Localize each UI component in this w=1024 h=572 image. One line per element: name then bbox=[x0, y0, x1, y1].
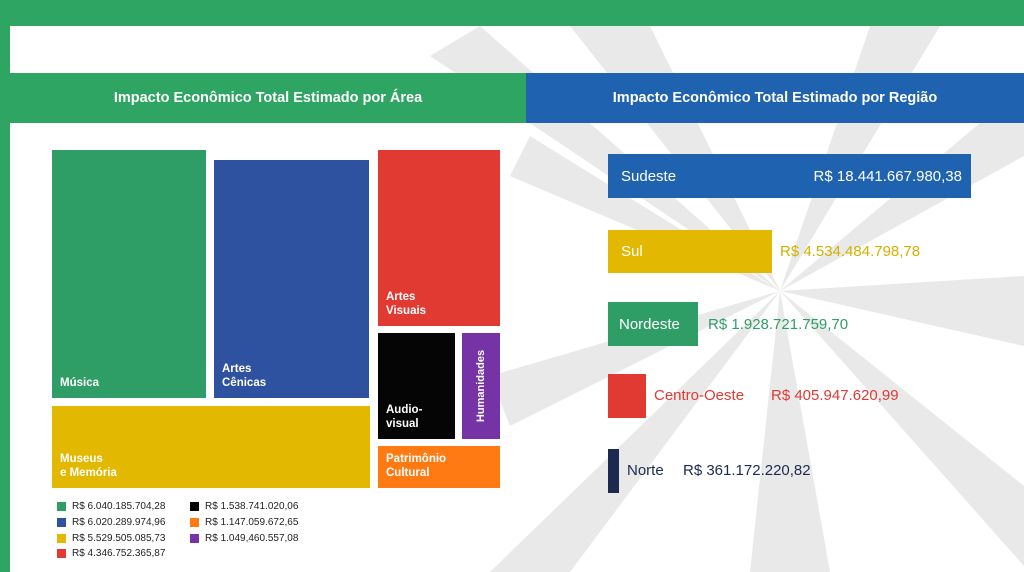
legend-text: R$ 4.346.752.365,87 bbox=[72, 548, 166, 559]
region-value-centro-oeste: R$ 405.947.620,99 bbox=[771, 387, 899, 404]
legend-text: R$ 6.040.185.704,28 bbox=[72, 501, 166, 512]
region-bar-sul bbox=[608, 230, 772, 273]
treemap-artes-cenicas: Artes Cênicas bbox=[214, 160, 369, 398]
treemap-artes-visuais: Artes Visuais bbox=[378, 150, 500, 326]
legend-swatch bbox=[57, 502, 66, 511]
treemap-humanidades: Humanidades bbox=[462, 333, 500, 439]
legend-swatch bbox=[57, 534, 66, 543]
region-bar-nordeste bbox=[608, 302, 698, 346]
region-value-norte: R$ 361.172.220,82 bbox=[683, 462, 811, 479]
region-bar-norte bbox=[608, 449, 619, 493]
region-header: Impacto Econômico Total Estimado por Reg… bbox=[526, 73, 1024, 123]
treemap-label-artes-cenicas: Artes Cênicas bbox=[222, 363, 267, 389]
region-value-sul: R$ 4.534.484.798,78 bbox=[780, 243, 921, 260]
treemap-label-patrimonio: Patrimônio Cultural bbox=[386, 453, 447, 479]
region-value-sudeste: R$ 18.441.667.980,38 bbox=[813, 168, 962, 185]
region-name-sudeste: Sudeste bbox=[621, 168, 677, 185]
treemap-label-audiovisual: Audio- visual bbox=[386, 404, 423, 430]
slide-frame: Impacto Econômico Total Estimado por Áre… bbox=[10, 26, 1024, 572]
treemap-label-humanidades: Humanidades bbox=[475, 349, 487, 423]
legend-text: R$ 5.529.505.085,73 bbox=[72, 533, 166, 544]
treemap-label-musica: Música bbox=[60, 377, 99, 389]
legend-text: R$ 1.538.741.020,06 bbox=[205, 501, 299, 512]
legend-item: R$ 1.147.059.672,65 bbox=[190, 517, 298, 528]
legend-swatch bbox=[190, 502, 199, 511]
region-bar-centro-oeste bbox=[608, 374, 646, 418]
treemap-label-museus: Museus e Memória bbox=[60, 453, 117, 479]
legend-item: R$ 4.346.752.365,87 bbox=[57, 548, 165, 559]
region-header-title: Impacto Econômico Total Estimado por Reg… bbox=[612, 90, 938, 106]
region-value-nordeste: R$ 1.928.721.759,70 bbox=[708, 316, 849, 333]
legend-item: R$ 1.538.741.020,06 bbox=[190, 501, 298, 512]
legend-item: R$ 5.529.505.085,73 bbox=[57, 533, 165, 544]
treemap-label-artes-visuais: Artes Visuais bbox=[386, 291, 427, 317]
legend-swatch bbox=[190, 518, 199, 527]
legend-swatch bbox=[57, 549, 66, 558]
legend-text: R$ 6.020.289.974,96 bbox=[72, 517, 166, 528]
region-name-sul: Sul bbox=[621, 243, 643, 260]
treemap-patrimonio: Patrimônio Cultural bbox=[378, 446, 500, 488]
region-name-norte: Norte bbox=[627, 462, 664, 479]
region-bar-sudeste bbox=[608, 154, 971, 198]
legend-item: R$ 6.040.185.704,28 bbox=[57, 501, 165, 512]
legend-text: R$ 1.147.059.672,65 bbox=[205, 517, 299, 528]
legend-swatch bbox=[190, 534, 199, 543]
legend-text: R$ 1.049,460.557,08 bbox=[205, 533, 299, 544]
area-header-title: Impacto Econômico Total Estimado por Áre… bbox=[113, 90, 423, 106]
treemap-musica: Música bbox=[52, 150, 206, 398]
region-name-nordeste: Nordeste bbox=[619, 316, 680, 333]
legend-swatch bbox=[57, 518, 66, 527]
treemap-audiovisual: Audio- visual bbox=[378, 333, 455, 439]
legend-item: R$ 1.049,460.557,08 bbox=[190, 533, 298, 544]
region-name-centro-oeste: Centro-Oeste bbox=[654, 387, 745, 404]
area-header: Impacto Econômico Total Estimado por Áre… bbox=[10, 73, 526, 123]
legend-item: R$ 6.020.289.974,96 bbox=[57, 517, 165, 528]
treemap-museus: Museus e Memória bbox=[52, 406, 370, 488]
